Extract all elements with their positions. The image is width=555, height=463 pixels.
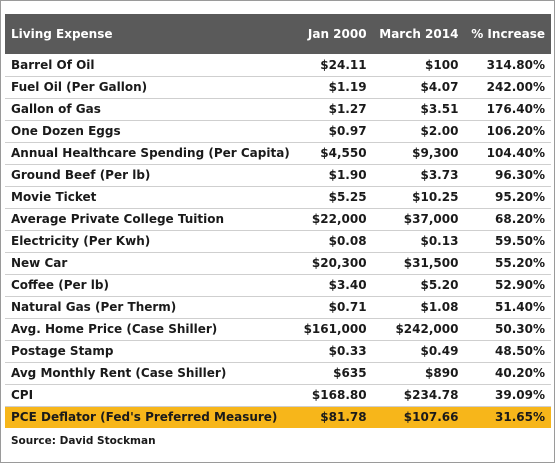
jan-2000-cell: $3.40: [296, 274, 373, 297]
item-name-cell: Avg Monthly Rent (Case Shiller): [5, 362, 297, 385]
table-row: CPI $168.80 $234.78 39.09%: [5, 384, 551, 407]
table-row: Electricity (Per Kwh) $0.08 $0.13 59.50%: [5, 230, 551, 253]
item-name-cell: Coffee (Per lb): [5, 274, 297, 297]
march-2014-cell: $37,000: [372, 208, 465, 231]
march-2014-cell: $3.73: [372, 164, 465, 187]
march-2014-cell: $107.66: [403, 410, 459, 425]
percent-increase-cell: 106.20%: [464, 120, 551, 143]
march-2014-cell: $2.00: [372, 120, 465, 143]
march-2014-cell: $0.13: [372, 230, 465, 253]
percent-increase-cell: 242.00%: [464, 76, 551, 99]
item-name-cell: Average Private College Tuition: [5, 208, 297, 231]
item-name-cell: PCE Deflator (Fed's Preferred Measure): [11, 410, 278, 425]
item-name-cell: Avg. Home Price (Case Shiller): [5, 318, 297, 341]
header-row: Living Expense Jan 2000 March 2014 % Inc…: [5, 14, 551, 54]
table-row: Average Private College Tuition $22,000 $3…: [5, 208, 551, 231]
percent-increase-cell: 95.20%: [464, 186, 551, 209]
jan-2000-cell: $24.11: [296, 54, 373, 77]
percent-increase-cell: 50.30%: [464, 318, 551, 341]
jan-2000-cell: $22,000: [296, 208, 373, 231]
table-header: Living Expense Jan 2000 March 2014 % Inc…: [5, 14, 551, 54]
jan-2000-cell: $1.19: [296, 76, 373, 99]
march-2014-cell: $1.08: [372, 296, 465, 319]
item-name-cell: Natural Gas (Per Therm): [5, 296, 297, 319]
march-2014-cell: $9,300: [372, 142, 465, 165]
jan-2000-cell: $0.08: [296, 230, 373, 253]
jan-2000-cell: $0.71: [296, 296, 373, 319]
jan-2000-cell: $0.97: [296, 120, 373, 143]
percent-increase-cell: 68.20%: [464, 208, 551, 231]
jan-2000-cell: $635: [296, 362, 373, 385]
table-row: PCE Deflator (Fed's Preferred Measure) $8…: [5, 406, 551, 428]
item-name-cell: Barrel Of Oil: [5, 54, 297, 77]
item-name-cell: Electricity (Per Kwh): [5, 230, 297, 253]
table-row: Annual Healthcare Spending (Per Capita) $…: [5, 142, 551, 165]
jan-2000-cell: $20,300: [296, 252, 373, 275]
table-row: Natural Gas (Per Therm) $0.71 $1.08 51.40%: [5, 296, 551, 319]
march-2014-cell: $242,000: [372, 318, 465, 341]
march-2014-cell: $5.20: [372, 274, 465, 297]
table-row: Ground Beef (Per lb) $1.90 $3.73 96.30%: [5, 164, 551, 187]
item-name-cell: One Dozen Eggs: [5, 120, 297, 143]
march-2014-cell: $31,500: [372, 252, 465, 275]
jan-2000-cell: $5.25: [296, 186, 373, 209]
item-name-cell: Postage Stamp: [5, 340, 297, 363]
percent-increase-cell: 96.30%: [464, 164, 551, 187]
percent-increase-cell: 51.40%: [464, 296, 551, 319]
jan-2000-cell: $81.78: [320, 410, 367, 425]
table-row: Movie Ticket $5.25 $10.25 95.20%: [5, 186, 551, 209]
table-row: One Dozen Eggs $0.97 $2.00 106.20%: [5, 120, 551, 143]
percent-increase-cell: 52.90%: [464, 274, 551, 297]
jan-2000-cell: $0.33: [296, 340, 373, 363]
percent-increase-cell: 48.50%: [464, 340, 551, 363]
table-row: Coffee (Per lb) $3.40 $5.20 52.90%: [5, 274, 551, 297]
percent-increase-cell: 176.40%: [464, 98, 551, 121]
march-2014-cell: $10.25: [372, 186, 465, 209]
table-row: Gallon of Gas $1.27 $3.51 176.40%: [5, 98, 551, 121]
item-name-cell: Fuel Oil (Per Gallon): [5, 76, 297, 99]
living-expense-table: Living Expense Jan 2000 March 2014 % Inc…: [5, 14, 551, 428]
march-2014-cell: $4.07: [372, 76, 465, 99]
header-jan-2000: Jan 2000: [307, 27, 367, 41]
item-name-cell: New Car: [5, 252, 297, 275]
item-name-cell: CPI: [5, 384, 297, 407]
percent-increase-cell: 104.40%: [464, 142, 551, 165]
table-row: New Car $20,300 $31,500 55.20%: [5, 252, 551, 275]
jan-2000-cell: $1.27: [296, 98, 373, 121]
table-row: Barrel Of Oil $24.11 $100 314.80%: [5, 54, 551, 77]
march-2014-cell: $3.51: [372, 98, 465, 121]
percent-increase-cell: 55.20%: [464, 252, 551, 275]
jan-2000-cell: $161,000: [296, 318, 373, 341]
header-march-2014: March 2014: [379, 27, 459, 41]
item-name-cell: Gallon of Gas: [5, 98, 297, 121]
item-name-cell: Annual Healthcare Spending (Per Capita): [5, 142, 297, 165]
percent-increase-cell: 39.09%: [464, 384, 551, 407]
march-2014-cell: $234.78: [372, 384, 465, 407]
table-row: Fuel Oil (Per Gallon) $1.19 $4.07 242.00%: [5, 76, 551, 99]
table-row: Avg Monthly Rent (Case Shiller) $635 $890 4…: [5, 362, 551, 385]
percent-increase-cell: 59.50%: [464, 230, 551, 253]
jan-2000-cell: $1.90: [296, 164, 373, 187]
header-percent-increase: % Increase: [471, 27, 545, 41]
march-2014-cell: $100: [372, 54, 465, 77]
march-2014-cell: $890: [372, 362, 465, 385]
percent-increase-cell: 31.65%: [495, 410, 545, 425]
march-2014-cell: $0.49: [372, 340, 465, 363]
source-note: Source: David Stockman: [11, 435, 156, 447]
header-living-expense: Living Expense: [11, 27, 113, 41]
item-name-cell: Movie Ticket: [5, 186, 297, 209]
table-row: Postage Stamp $0.33 $0.49 48.50%: [5, 340, 551, 363]
jan-2000-cell: $168.80: [296, 384, 373, 407]
percent-increase-cell: 40.20%: [464, 362, 551, 385]
table-body: Barrel Of Oil $24.11 $100 314.80% Fuel Oil (…: [5, 54, 551, 428]
percent-increase-cell: 314.80%: [464, 54, 551, 77]
jan-2000-cell: $4,550: [296, 142, 373, 165]
table-row: Avg. Home Price (Case Shiller) $161,000 $2…: [5, 318, 551, 341]
item-name-cell: Ground Beef (Per lb): [5, 164, 297, 187]
